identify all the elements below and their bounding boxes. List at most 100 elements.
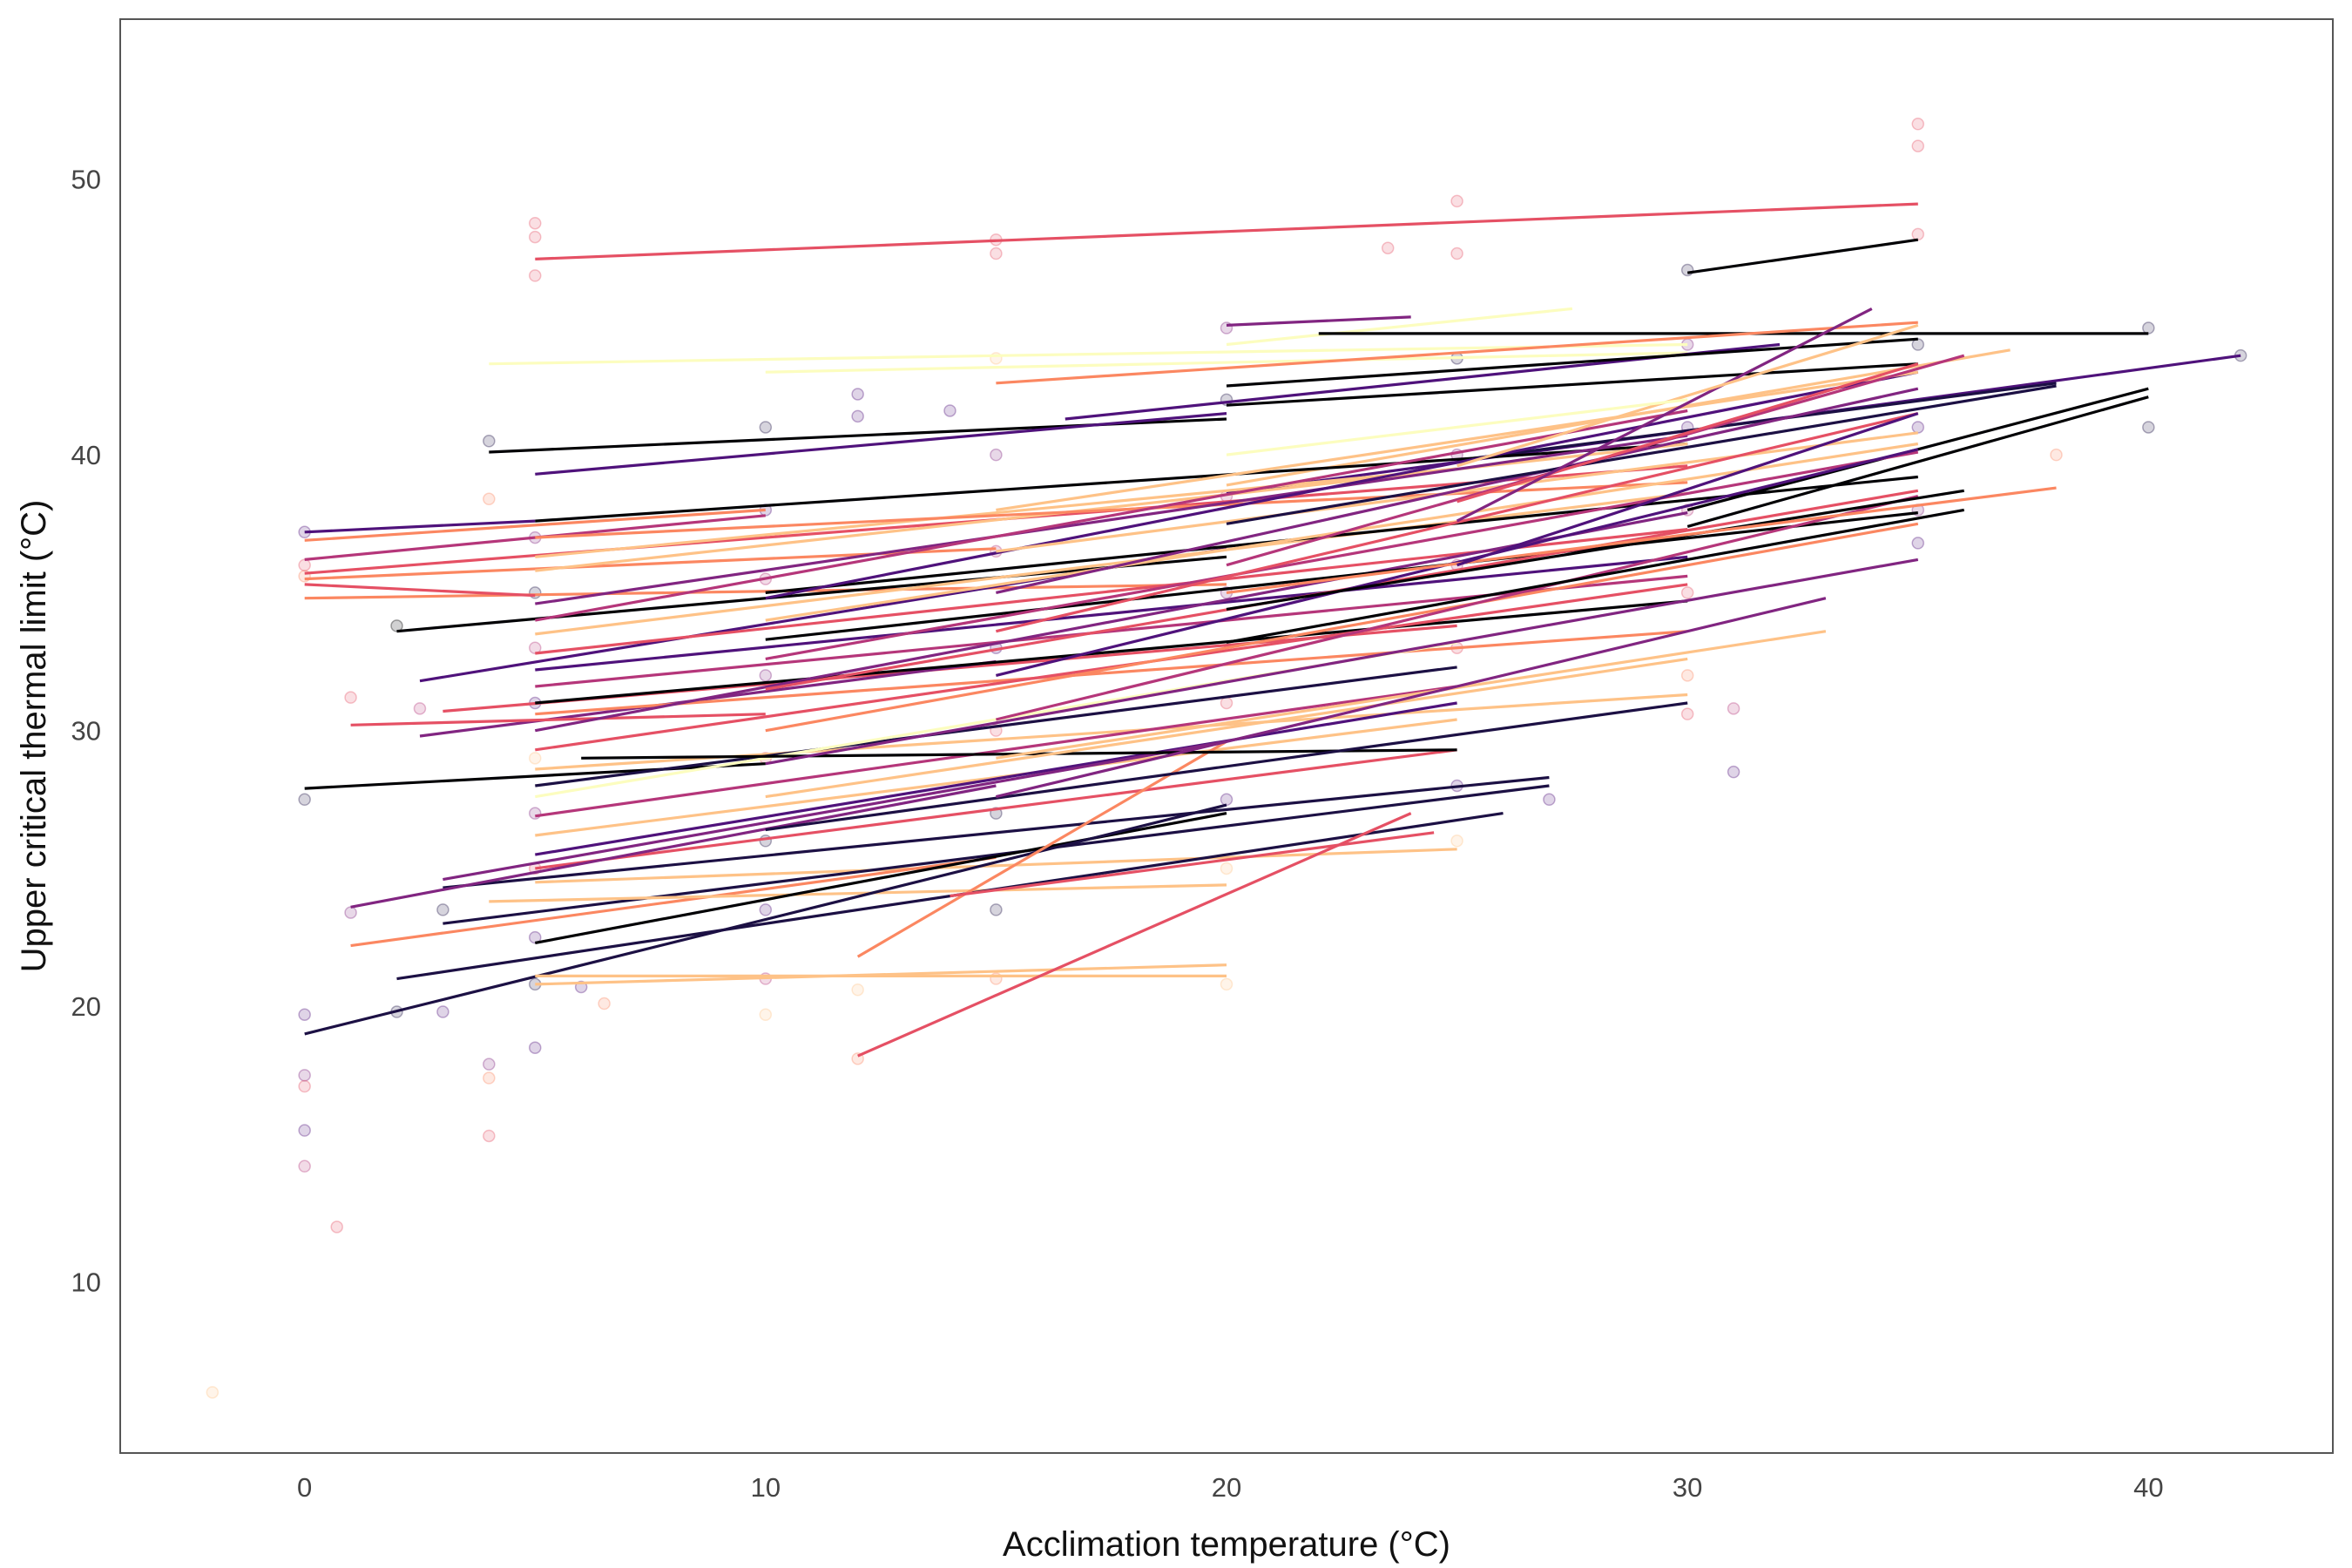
series-line-84: [996, 630, 1827, 760]
series-line-88: [1226, 489, 1964, 611]
data-point-5: [298, 1159, 311, 1173]
series-line-80: [996, 412, 1919, 633]
data-point-33: [529, 930, 542, 944]
series-line-66: [950, 831, 1435, 898]
x-tick-label: 20: [1212, 1472, 1241, 1503]
series-line-58: [489, 883, 1227, 903]
y-axis-title: Upper critical thermal limit (°C): [15, 500, 53, 973]
x-tick-label: 10: [751, 1472, 781, 1503]
y-tick-label: 10: [71, 1267, 101, 1298]
x-tick-label: 0: [297, 1472, 312, 1503]
series-line-91: [1456, 362, 1919, 504]
data-point-69: [1220, 977, 1233, 991]
series-line-21: [304, 514, 766, 561]
data-point-66: [1220, 696, 1233, 710]
series-line-54: [443, 740, 1227, 882]
series-line-79: [996, 387, 1919, 594]
series-line-92: [1456, 307, 1873, 523]
series-line-56: [350, 855, 997, 948]
series-line-10: [535, 412, 1227, 476]
series-line-48: [535, 685, 1457, 818]
data-point-24: [529, 230, 542, 244]
series-line-72: [765, 370, 1919, 600]
series-line-81: [996, 370, 1919, 511]
series-line-86: [1226, 384, 2057, 525]
data-point-0: [206, 1386, 220, 1399]
series-line-95: [1226, 398, 1688, 456]
data-point-71: [1450, 194, 1463, 208]
series-line-90: [1226, 486, 2057, 594]
series-line-76: [765, 657, 1688, 799]
data-point-97: [2142, 321, 2155, 335]
data-point-9: [298, 558, 311, 571]
series-line-42: [535, 630, 1688, 716]
x-axis-title: Acclimation temperature (°C): [1003, 1525, 1450, 1564]
data-point-93: [1911, 421, 1924, 434]
series-line-51: [535, 748, 1457, 870]
data-point-98: [2142, 421, 2155, 434]
series-line-41: [535, 599, 1688, 705]
series-line-57: [350, 784, 997, 909]
series-line-20: [304, 508, 766, 542]
data-point-68: [1220, 862, 1233, 875]
series-line-30: [350, 713, 766, 727]
data-point-87: [1727, 702, 1740, 715]
series-line-83: [996, 495, 1919, 721]
data-point-80: [1680, 263, 1694, 277]
series-line-71: [765, 450, 1919, 660]
data-point-60: [990, 903, 1003, 916]
series-line-50: [535, 701, 1457, 856]
data-point-50: [851, 983, 864, 997]
data-point-89: [1911, 118, 1924, 131]
series-line-52: [535, 848, 1457, 884]
data-point-3: [298, 1079, 311, 1093]
series-line-26: [396, 555, 1227, 633]
data-point-51: [943, 404, 956, 417]
series-line-16: [1686, 395, 2149, 528]
series-line-89: [1226, 508, 1964, 644]
data-point-91: [1911, 227, 1924, 241]
series-line-53: [443, 775, 1550, 889]
data-point-38: [759, 421, 773, 434]
data-point-2: [298, 1069, 311, 1082]
series-line-14: [1456, 382, 2057, 463]
series-line-61: [304, 803, 1227, 1036]
series-line-55: [443, 784, 1550, 925]
y-tick-label: 40: [71, 440, 101, 470]
data-point-12: [344, 906, 357, 919]
x-tick-label: 30: [1673, 1472, 1702, 1503]
data-point-44: [759, 903, 773, 916]
series-line-93: [1456, 323, 1919, 468]
data-point-30: [529, 752, 542, 765]
data-point-25: [529, 269, 542, 282]
data-point-19: [483, 492, 496, 506]
series-line-74: [765, 522, 1919, 733]
data-point-7: [298, 793, 311, 807]
data-point-84: [1680, 586, 1694, 599]
data-point-20: [483, 1058, 496, 1071]
series-line-36: [535, 409, 1688, 622]
series-line-69: [765, 511, 1918, 641]
series-line-39: [535, 555, 1688, 672]
data-point-78: [1450, 835, 1463, 848]
data-point-79: [1543, 793, 1556, 807]
series-line-37: [535, 491, 1688, 636]
points-layer: [206, 118, 2247, 1399]
data-point-72: [1450, 247, 1463, 260]
series-line-25: [304, 583, 536, 598]
series-line-6: [765, 351, 1688, 374]
series-line-1: [1686, 238, 1919, 274]
y-tick-label: 30: [71, 716, 101, 747]
series-line-3: [1226, 307, 1573, 347]
series-line-19: [535, 442, 1688, 523]
data-point-16: [436, 903, 449, 916]
data-point-88: [1727, 765, 1740, 779]
series-line-2: [1226, 315, 1411, 327]
series-line-75: [765, 558, 1919, 766]
plot-frame: [119, 18, 2334, 1454]
series-line-31: [304, 762, 766, 790]
series-line-77: [765, 701, 1688, 832]
data-point-22: [483, 1129, 496, 1143]
series-line-18: [304, 519, 536, 534]
